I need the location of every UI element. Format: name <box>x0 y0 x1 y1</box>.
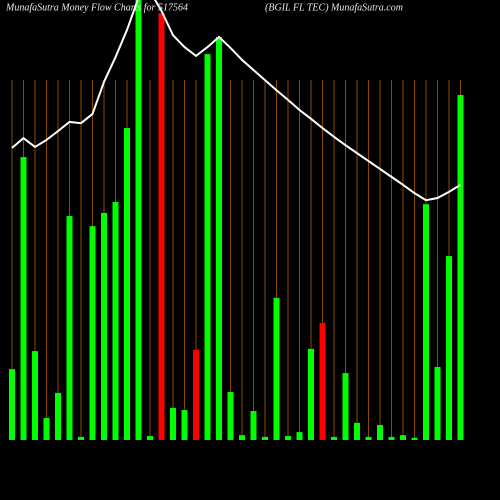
bar <box>101 212 107 440</box>
bar <box>273 297 280 440</box>
bar <box>423 204 429 440</box>
bar <box>285 436 291 440</box>
bar <box>446 256 452 440</box>
bar <box>457 95 464 440</box>
bar <box>377 425 383 440</box>
bar <box>365 436 372 440</box>
bar <box>296 432 303 440</box>
bar <box>388 436 395 440</box>
bar <box>55 392 61 440</box>
bar <box>32 351 38 440</box>
bar <box>112 201 119 440</box>
bar <box>170 407 176 440</box>
bars <box>9 0 464 440</box>
bar <box>9 369 15 440</box>
bar <box>239 435 245 440</box>
lines <box>11 0 462 202</box>
bar <box>66 216 73 440</box>
bar <box>193 349 199 440</box>
bar <box>434 366 441 440</box>
bar <box>262 436 268 440</box>
bar <box>158 13 165 440</box>
bar <box>89 226 96 440</box>
bar <box>147 436 153 440</box>
bar <box>227 392 234 440</box>
bar <box>331 436 337 440</box>
bar <box>135 0 142 440</box>
chart-title: MunafaSutra Money Flow Charts for 517564 <box>5 2 188 13</box>
bar <box>20 157 27 440</box>
bar <box>400 435 406 440</box>
bar <box>204 54 211 440</box>
bar <box>319 322 326 440</box>
bar <box>250 410 257 440</box>
bar <box>43 418 50 440</box>
line <box>11 0 462 202</box>
bar <box>181 410 188 440</box>
bar <box>342 373 349 440</box>
bar <box>216 36 222 440</box>
bar <box>124 128 130 440</box>
chart-subtitle: (BGIL FL TEC) MunafaSutra.com <box>265 2 403 13</box>
bar <box>308 348 314 440</box>
bar <box>411 437 418 440</box>
bar <box>78 436 84 440</box>
bar <box>354 422 360 440</box>
